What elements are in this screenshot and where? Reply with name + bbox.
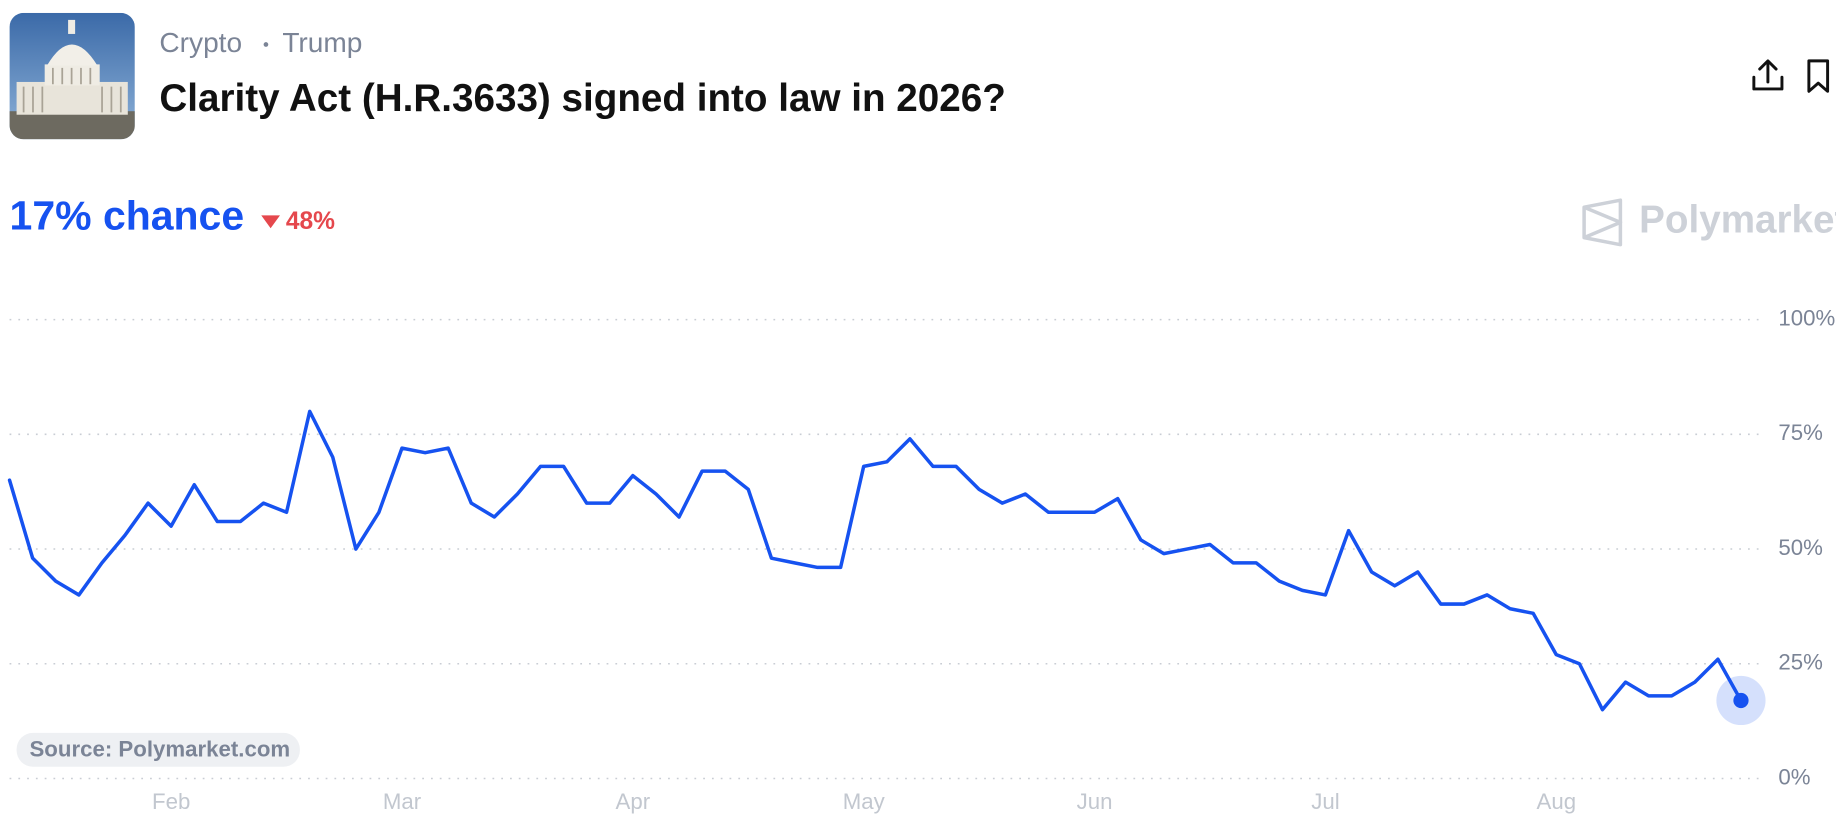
- market-image: [9, 12, 135, 140]
- x-tick-label: Apr: [616, 789, 651, 814]
- tag[interactable]: Trump: [282, 27, 362, 58]
- x-tick-label: Feb: [152, 789, 190, 814]
- source: Source: Polymarket.com: [29, 736, 290, 761]
- change: 48%: [286, 208, 335, 235]
- y-tick-label: 75%: [1778, 420, 1823, 445]
- source-badge: [16, 732, 300, 767]
- separator: [263, 42, 269, 47]
- current-point: [1733, 692, 1749, 709]
- x-tick-label: May: [843, 789, 886, 814]
- market-title: Clarity Act (H.R.3633) signed into law i…: [159, 77, 1005, 120]
- x-tick-label: Jul: [1311, 789, 1339, 814]
- brand: Polymarket: [1639, 199, 1836, 242]
- x-tick-label: Mar: [383, 789, 422, 814]
- change-arrow: [261, 215, 280, 229]
- x-tick-label: Jun: [1077, 789, 1113, 814]
- y-tick-label: 50%: [1778, 535, 1823, 560]
- chance: 17% chance: [10, 193, 245, 239]
- brand-logo: [1582, 198, 1623, 247]
- plot: 0% 25% 50% 75% 100% Feb Mar Apr May Jun Jul Aug: [7, 305, 1835, 814]
- price-line: [7, 409, 1743, 712]
- y-tick-label: 100%: [1778, 305, 1835, 330]
- y-tick-label: 25%: [1778, 650, 1823, 675]
- share-button[interactable]: [1752, 59, 1784, 91]
- x-tick-label: Aug: [1537, 789, 1577, 814]
- y-tick-label: 0%: [1778, 764, 1810, 789]
- bookmark-button[interactable]: [1807, 59, 1830, 93]
- tag[interactable]: Crypto: [159, 27, 242, 58]
